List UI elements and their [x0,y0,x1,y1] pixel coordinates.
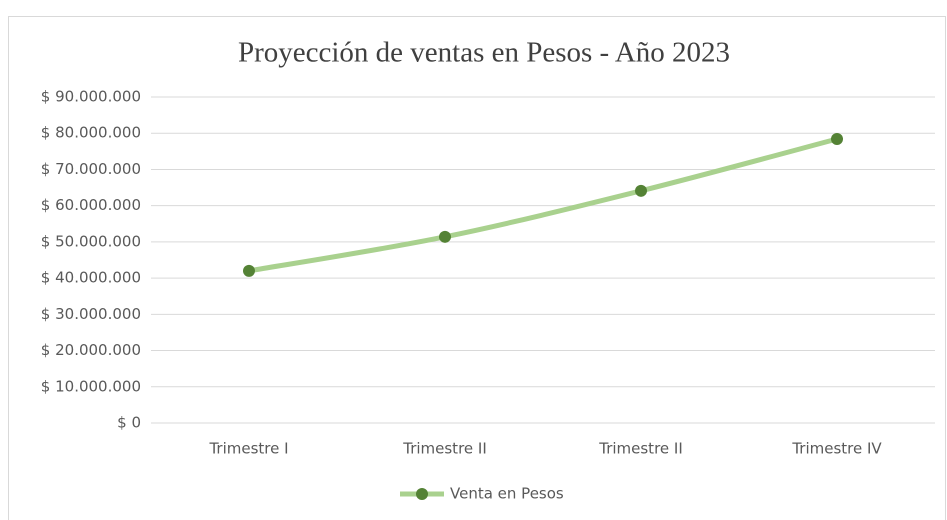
chart-title: Proyección de ventas en Pesos - Año 2023 [238,37,730,69]
series-line [246,136,840,274]
x-tick-label: Trimestre II [402,440,487,458]
point-marker [635,184,647,197]
y-tick-label: $ 90.000.000 [41,88,141,106]
y-tick-label: $ 60.000.000 [41,196,141,214]
point-marker [439,230,451,243]
legend-label: Venta en Pesos [450,485,564,503]
point-marker [831,133,843,146]
y-tick-label: $ 70.000.000 [41,160,141,178]
y-tick-label: $ 10.000.000 [41,377,141,395]
y-tick-label: $ 40.000.000 [41,269,141,287]
y-tick-label: $ 30.000.000 [41,305,141,323]
point-marker [243,264,255,277]
y-tick-label: $ 0 [117,414,141,432]
y-tick-label: $ 20.000.000 [41,341,141,359]
chart-border [8,16,946,520]
x-tick-label: Trimestre I [208,440,288,458]
y-tick-label: $ 50.000.000 [41,232,141,250]
x-tick-label: Trimestre II [598,440,683,458]
legend-marker [416,488,428,500]
y-tick-label: $ 80.000.000 [41,124,141,142]
x-tick-label: Trimestre IV [791,440,882,458]
